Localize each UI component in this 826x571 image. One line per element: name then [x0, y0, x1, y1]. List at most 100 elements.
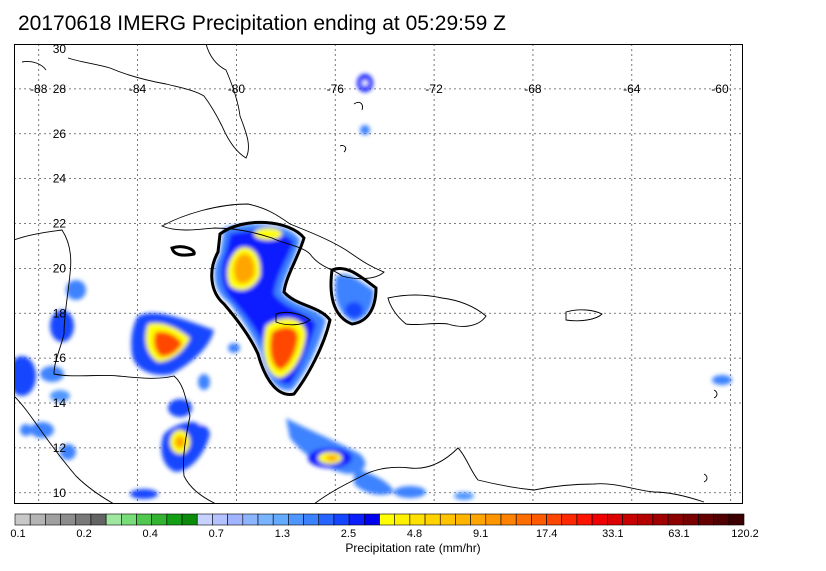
colorbar-swatch [667, 513, 684, 526]
latitude-label: 24 [53, 172, 67, 186]
rain-cell [198, 374, 210, 390]
colorbar-swatch [531, 513, 547, 526]
longitude-label: -80 [228, 82, 246, 96]
colorbar-tick-label: 120.2 [731, 528, 759, 540]
colorbar-swatch [591, 513, 608, 526]
rain-cell [228, 343, 240, 353]
colorbar [14, 513, 745, 526]
colorbar-swatch [257, 513, 274, 526]
colorbar-swatch [409, 513, 426, 526]
rain-cell [270, 327, 298, 370]
colorbar-swatch [121, 513, 137, 526]
rain-cell [198, 419, 206, 425]
colorbar-swatch [90, 513, 107, 526]
colorbar-swatch [713, 513, 730, 526]
colorbar-swatch [515, 513, 532, 526]
rain-cell [360, 125, 370, 135]
colorbar-tick-label: 1.3 [274, 528, 291, 540]
latitude-label: 16 [53, 351, 67, 365]
rain-cell [40, 366, 64, 382]
colorbar-swatch [60, 513, 77, 526]
colorbar-swatch [576, 513, 593, 526]
colorbar-swatch [470, 513, 487, 526]
map-border [14, 44, 743, 504]
colorbar-swatch [166, 513, 183, 526]
colorbar-tick-label: 4.8 [406, 528, 423, 540]
rain-cell [168, 399, 192, 417]
colorbar-swatch [29, 513, 46, 526]
colorbar-swatch [379, 513, 395, 526]
coastlines [14, 44, 718, 504]
colorbar-swatch [75, 513, 92, 526]
rain-cell [153, 331, 182, 357]
longitude-label: -64 [623, 82, 641, 96]
longitude-label: -60 [711, 82, 729, 96]
colorbar-swatch [364, 513, 380, 526]
colorbar-swatch [698, 513, 714, 526]
colorbar-labels: 0.1 0.2 0.4 0.7 1.3 2.5 4.8 9.1 17.4 33.1 63.1 120.… [0, 528, 826, 544]
colorbar-swatch [333, 513, 350, 526]
colorbar-tick-label: 17.4 [536, 528, 558, 540]
colorbar-swatch [196, 513, 213, 526]
colorbar-swatch [652, 513, 669, 526]
latitude-label: 30 [53, 44, 67, 56]
colorbar-tick-label: 0.1 [10, 528, 26, 540]
colorbar-swatch [288, 513, 304, 526]
latitude-label: 18 [53, 306, 67, 320]
colorbar-swatch [682, 513, 699, 526]
rain-cell [14, 356, 36, 396]
colorbar-tick-label: 0.4 [142, 528, 158, 540]
colorbar-swatch [500, 513, 517, 526]
precipitation-map: 10 12 14 16 18 20 22 24 26 28 30 -88 -84 -80 -76 -72 -6… [14, 44, 743, 504]
colorbar-swatch [485, 513, 502, 526]
colorbar-swatch [14, 513, 31, 526]
latitude-labels: 10 12 14 16 18 20 22 24 26 28 30 [53, 44, 67, 500]
longitude-label: -68 [524, 82, 542, 96]
map-title: 20170618 IMERG Precipitation ending at 0… [18, 12, 506, 35]
colorbar-tick-label: 33.1 [602, 528, 624, 540]
longitude-label: -76 [327, 82, 345, 96]
rain-cell [130, 489, 158, 499]
colorbar-tick-label: 0.2 [76, 528, 92, 540]
colorbar-swatch [227, 513, 244, 526]
longitude-labels: -88 -84 -80 -76 -72 -68 -64 -60 [30, 82, 729, 96]
rain-cell [254, 228, 282, 240]
latitude-label: 12 [53, 441, 67, 455]
colorbar-swatch [348, 513, 365, 526]
colorbar-title: Precipitation rate (mm/hr) [345, 541, 481, 555]
latitude-label: 10 [53, 486, 67, 500]
colorbar-swatch [318, 513, 335, 526]
rain-cell [60, 444, 76, 460]
graticule-gridlines [14, 44, 743, 504]
rain-cell [66, 280, 86, 300]
colorbar-swatch [105, 513, 122, 526]
latitude-label: 28 [53, 82, 67, 96]
rain-cell [454, 492, 474, 500]
latitude-label: 26 [53, 127, 67, 141]
colorbar-swatch [607, 513, 623, 526]
rain-cell [30, 422, 54, 438]
rain-cell [50, 390, 70, 402]
colorbar-swatch [303, 513, 320, 526]
colorbar-swatch [546, 513, 563, 526]
colorbar-swatch [637, 513, 654, 526]
latitude-label: 20 [53, 261, 67, 275]
colorbar-tick-label: 0.7 [208, 528, 224, 540]
colorbar-swatch [272, 513, 289, 526]
colorbar-swatch [151, 513, 168, 526]
longitude-label: -88 [30, 82, 48, 96]
colorbar-swatch [622, 513, 638, 526]
colorbar-swatch [45, 513, 61, 526]
colorbar-swatch [439, 513, 456, 526]
longitude-label: -84 [129, 82, 147, 96]
rain-cell [394, 486, 426, 498]
rain-cell [50, 310, 74, 342]
colorbar-tick-label: 9.1 [472, 528, 489, 540]
latitude-label: 14 [53, 396, 67, 410]
rain-cell [354, 468, 394, 495]
colorbar-swatch [136, 513, 152, 526]
rain-cell [326, 455, 338, 461]
colorbar-swatch [728, 513, 745, 526]
latitude-label: 22 [53, 217, 67, 231]
storm-outline [170, 220, 378, 396]
